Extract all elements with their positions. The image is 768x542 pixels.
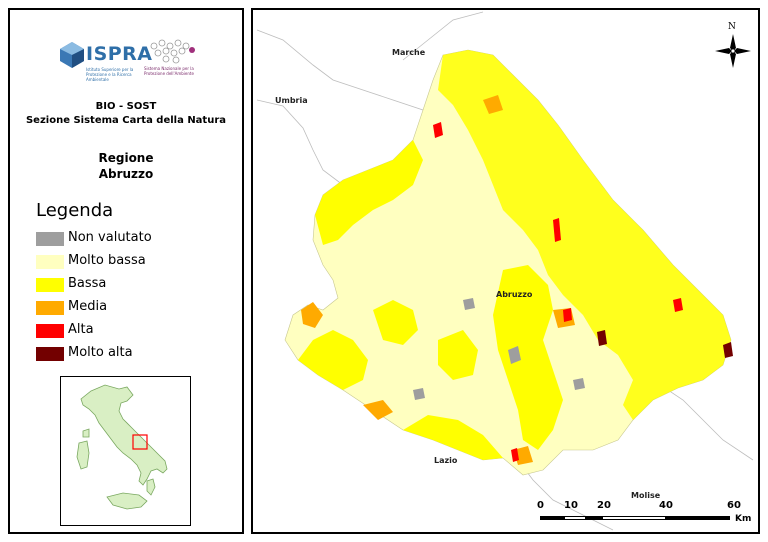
label-molise: Molise — [631, 491, 661, 500]
label-lazio: Lazio — [434, 456, 458, 465]
scale-segment — [666, 516, 730, 520]
north-arrow: N — [715, 22, 751, 68]
region-line1: Regione — [98, 151, 154, 165]
italy-inset-map — [60, 376, 191, 526]
class-bassa-zones — [298, 50, 731, 460]
legend-swatch — [36, 232, 64, 246]
legend-swatch — [36, 255, 64, 269]
scale-tick: 0 — [537, 500, 544, 511]
legend-label: Non valutato — [68, 230, 152, 245]
region-title: Regione Abruzzo — [10, 150, 242, 182]
ispra-brand: ISPRA — [86, 43, 153, 65]
map-panel: Marche Umbria Abruzzo Lazio Molise N 0 1… — [251, 8, 760, 534]
abruzzo-map — [256, 10, 758, 531]
class-non-valutato-zones — [413, 298, 585, 400]
legend-swatch — [36, 324, 64, 338]
italy-outline — [76, 384, 168, 510]
legend-swatch — [36, 347, 64, 361]
legend-label: Media — [68, 299, 108, 314]
compass-icon — [715, 34, 751, 68]
legend-label: Molto alta — [68, 345, 133, 360]
legend-label: Bassa — [68, 276, 107, 291]
ispra-subtitle: Istituto Superiore per la Protezione e l… — [86, 67, 134, 82]
label-marche: Marche — [392, 48, 426, 57]
legend-label: Alta — [68, 322, 94, 337]
region-line2: Abruzzo — [98, 167, 154, 181]
class-alta-zones — [433, 122, 733, 462]
header-line1: BIO - SOST — [95, 101, 157, 112]
scale-segment — [586, 516, 602, 520]
label-umbria: Umbria — [275, 96, 308, 105]
scale-tick: 10 — [564, 500, 578, 511]
scale-tick: 40 — [659, 500, 673, 511]
scale-tick: 60 — [727, 500, 741, 511]
scale-tick: 20 — [597, 500, 611, 511]
label-abruzzo: Abruzzo — [496, 290, 533, 299]
scale-segment — [602, 516, 666, 520]
legend-title: Legenda — [36, 200, 114, 221]
north-label: N — [728, 22, 736, 32]
scale-unit: Km — [735, 514, 752, 524]
snpa-network-icon — [150, 39, 195, 64]
snpa-subtitle: Sistema Nazionale per la Protezione dell… — [144, 66, 194, 76]
header-line2: Sezione Sistema Carta della Natura — [25, 115, 227, 126]
legend-swatch — [36, 301, 64, 315]
ispra-logo: ISPRA Istituto Superiore per la Protezio… — [60, 39, 200, 82]
header-titles: BIO - SOST Sezione Sistema Carta della N… — [10, 100, 242, 128]
legend-label: Molto bassa — [68, 253, 146, 268]
ispra-emblem-icon — [60, 42, 84, 68]
scale-segment — [540, 516, 564, 520]
scale-segment — [564, 516, 586, 520]
legend-panel: ISPRA Istituto Superiore per la Protezio… — [8, 8, 244, 534]
legend-swatch — [36, 278, 64, 292]
abruzzo-highlight — [132, 434, 148, 450]
